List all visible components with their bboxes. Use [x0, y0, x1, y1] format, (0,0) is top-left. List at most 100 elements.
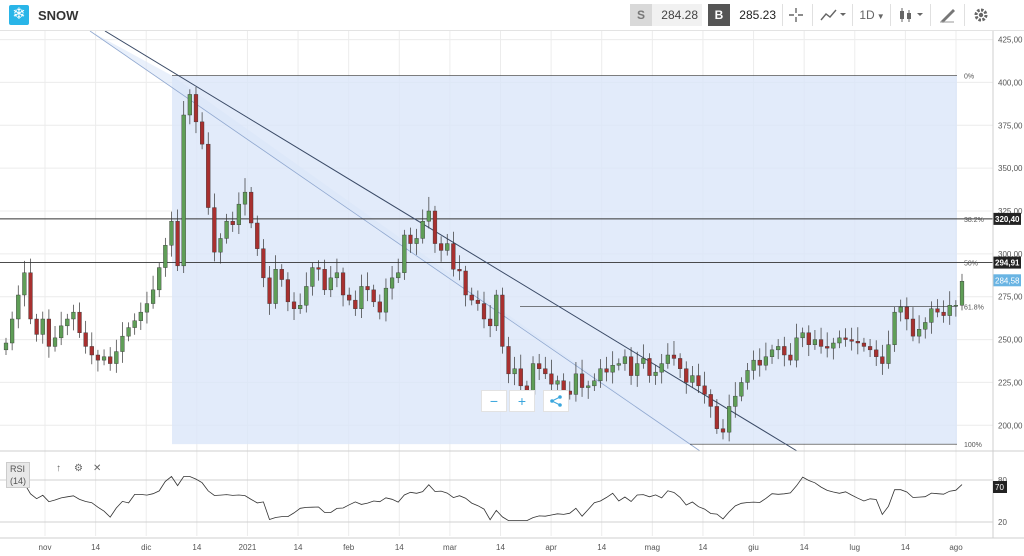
candle-body — [708, 394, 713, 407]
candle-body — [818, 339, 824, 347]
candle-body — [849, 339, 854, 342]
candle-body — [855, 341, 860, 344]
y-tick-label: 300,00 — [998, 250, 1023, 259]
candle-body — [763, 356, 768, 366]
candle-body — [328, 277, 333, 291]
candle-body — [383, 287, 389, 313]
candle-body — [635, 363, 640, 376]
candle-body — [52, 337, 58, 347]
candlestick-icon[interactable] — [893, 4, 929, 26]
candle-body — [488, 318, 493, 327]
chevron-down-icon: ▼ — [876, 12, 885, 21]
candle-body — [175, 221, 180, 267]
x-tick-label: 14 — [800, 543, 809, 552]
top-toolbar: ❄ SNOW S 284.28 B 285.23 1D ▼ — [0, 0, 1024, 31]
x-tick-label: feb — [343, 543, 355, 552]
candle-body — [671, 354, 677, 359]
candle-body — [273, 269, 278, 304]
candle-body — [224, 221, 229, 239]
candle-body — [285, 279, 290, 303]
ticker-symbol[interactable]: SNOW — [38, 8, 79, 23]
draw-tool-icon[interactable] — [933, 4, 963, 26]
rsi-level-label: 20 — [998, 518, 1007, 527]
candle-body — [95, 354, 101, 361]
candle-body — [910, 318, 916, 337]
trend-line — [104, 31, 798, 452]
candle-body — [959, 281, 965, 306]
candle-body — [65, 318, 70, 327]
buy-button[interactable]: B — [708, 4, 730, 26]
candle-body — [941, 311, 946, 316]
candle-body — [782, 346, 787, 356]
candle-body — [874, 349, 879, 357]
rsi-label[interactable]: RSI (14) — [6, 462, 30, 488]
candle-body — [347, 294, 352, 301]
candle-body — [696, 375, 701, 387]
candle-body — [389, 277, 395, 289]
candle-body — [365, 286, 370, 291]
candle-body — [953, 305, 958, 307]
candle-body — [757, 359, 762, 366]
rsi-line — [6, 475, 963, 521]
candle-body — [22, 272, 27, 296]
sell-button[interactable]: S — [630, 4, 652, 26]
candle-body — [904, 306, 909, 320]
x-tick-label: 14 — [597, 543, 606, 552]
candle-body — [371, 289, 376, 303]
candle-body — [334, 272, 340, 279]
candle-body — [291, 301, 297, 309]
candle-body — [181, 114, 186, 267]
candle-body — [935, 308, 940, 313]
interval-dropdown[interactable]: 1D ▼ — [855, 4, 889, 26]
candle-body — [40, 318, 45, 335]
candle-body — [457, 269, 462, 272]
close-icon[interactable]: ✕ — [93, 463, 102, 474]
candle-body — [206, 143, 211, 208]
line-chart-icon[interactable] — [815, 4, 851, 26]
x-tick-label: lug — [849, 543, 860, 552]
candle-body — [745, 370, 750, 383]
candle-body — [120, 335, 125, 352]
y-tick-label: 200,00 — [998, 421, 1023, 430]
candle-body — [34, 318, 39, 335]
candle-body — [77, 311, 82, 333]
candle-body — [169, 221, 174, 246]
x-tick-label: 14 — [901, 543, 910, 552]
x-tick-label: 2021 — [239, 543, 257, 552]
candle-body — [310, 267, 315, 287]
x-tick-label: 14 — [294, 543, 303, 552]
buy-price[interactable]: 285.23 — [730, 4, 780, 26]
rsi-value-tag — [993, 481, 1007, 493]
candle-body — [316, 267, 321, 270]
candle-body — [157, 267, 162, 291]
share-icon[interactable] — [543, 390, 569, 412]
arrow-up-icon[interactable]: ↑ — [56, 463, 61, 474]
candle-body — [377, 301, 382, 313]
candle-body — [126, 327, 131, 337]
last-price-label: 284,58 — [995, 276, 1020, 285]
y-tick-label: 250,00 — [998, 336, 1023, 345]
y-tick-label: 375,00 — [998, 121, 1023, 130]
candle-body — [776, 346, 781, 351]
candle-body — [187, 94, 192, 116]
candle-body — [138, 311, 143, 321]
settings-icon[interactable] — [966, 4, 996, 26]
candle-body — [604, 368, 609, 373]
y-tick-label: 425,00 — [998, 36, 1023, 45]
candle-body — [298, 305, 303, 309]
candle-body — [451, 243, 456, 270]
price-chart[interactable]: nov 14 dic 14 2021 14 feb 14 mar 14 apr 14 mag 14 giu 1… — [0, 31, 1024, 556]
y-tick-label: 275,00 — [998, 293, 1023, 302]
sell-price[interactable]: 284.28 — [652, 4, 702, 26]
crosshair-icon[interactable] — [781, 4, 811, 26]
gear-icon[interactable]: ⚙ — [74, 463, 83, 474]
candle-body — [463, 270, 468, 296]
candle-body — [279, 269, 284, 280]
candle-body — [16, 294, 21, 320]
candle-body — [101, 356, 107, 361]
candle-body — [432, 210, 438, 244]
zoom-in-button[interactable]: + — [509, 390, 535, 412]
zoom-out-button[interactable]: − — [481, 390, 507, 412]
candle-body — [678, 358, 683, 369]
y-tick-label: 325,00 — [998, 207, 1023, 216]
